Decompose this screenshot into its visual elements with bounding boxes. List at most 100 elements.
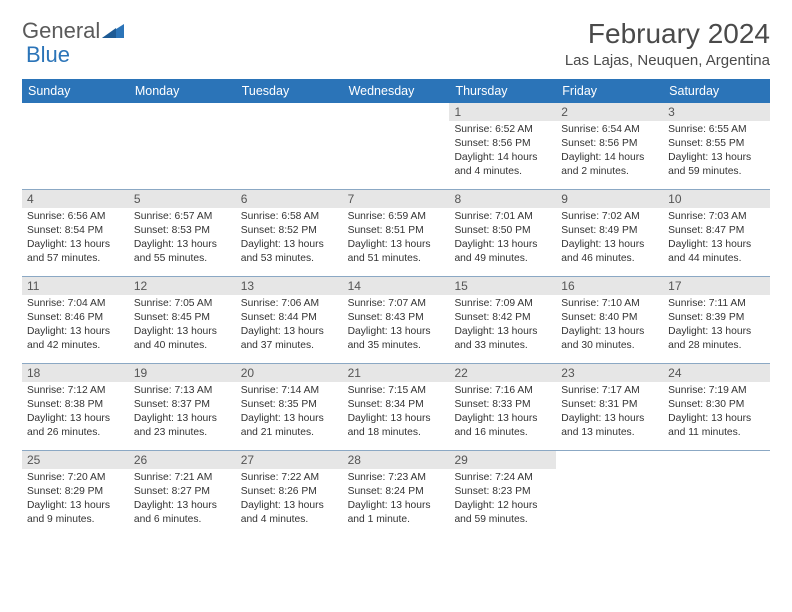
day-cell: 14Sunrise: 7:07 AMSunset: 8:43 PMDayligh… bbox=[343, 277, 450, 363]
day-number-bar: 1 bbox=[449, 103, 556, 121]
dow-cell: Friday bbox=[556, 79, 663, 103]
day-number-bar: 24 bbox=[663, 364, 770, 382]
day-number-bar: 26 bbox=[129, 451, 236, 469]
day-info: Sunrise: 6:58 AMSunset: 8:52 PMDaylight:… bbox=[241, 210, 338, 266]
day-number-bar: 25 bbox=[22, 451, 129, 469]
day-cell: 3 Sunrise: 6:55 AMSunset: 8:55 PMDaylight… bbox=[663, 103, 770, 189]
day-number: 11 bbox=[27, 279, 39, 293]
day-info: Sunrise: 6:56 AMSunset: 8:54 PMDaylight:… bbox=[27, 210, 124, 266]
day-info: Sunrise: 6:55 AMSunset: 8:55 PMDaylight:… bbox=[668, 123, 765, 179]
day-number-bar: 27 bbox=[236, 451, 343, 469]
day-number: 19 bbox=[134, 366, 147, 380]
day-number: 13 bbox=[241, 279, 254, 293]
day-cell: 25Sunrise: 7:20 AMSunset: 8:29 PMDayligh… bbox=[22, 451, 129, 537]
day-info: Sunrise: 7:23 AMSunset: 8:24 PMDaylight:… bbox=[348, 471, 445, 527]
day-number: 22 bbox=[454, 366, 467, 380]
day-number-bar: 2 bbox=[556, 103, 663, 121]
day-info: Sunrise: 7:16 AMSunset: 8:33 PMDaylight:… bbox=[454, 384, 551, 440]
day-info: Sunrise: 7:12 AMSunset: 8:38 PMDaylight:… bbox=[27, 384, 124, 440]
week-row: 18 Sunrise: 7:12 AMSunset: 8:38 PMDayligh… bbox=[22, 364, 770, 451]
day-cell: 15Sunrise: 7:09 AMSunset: 8:42 PMDayligh… bbox=[449, 277, 556, 363]
day-cell bbox=[22, 103, 129, 189]
day-info: Sunrise: 7:22 AMSunset: 8:26 PMDaylight:… bbox=[241, 471, 338, 527]
brand-triangle-icon bbox=[102, 22, 126, 40]
day-number: 9 bbox=[561, 192, 568, 206]
brand-part1: General bbox=[22, 18, 100, 44]
month-title: February 2024 bbox=[565, 18, 770, 50]
day-number-bar: 13 bbox=[236, 277, 343, 295]
day-info: Sunrise: 7:21 AMSunset: 8:27 PMDaylight:… bbox=[134, 471, 231, 527]
day-number: 28 bbox=[348, 453, 361, 467]
day-cell bbox=[556, 451, 663, 537]
day-cell bbox=[129, 103, 236, 189]
day-cell: 22 Sunrise: 7:16 AMSunset: 8:33 PMDayligh… bbox=[449, 364, 556, 450]
dow-cell: Wednesday bbox=[343, 79, 450, 103]
day-number: 21 bbox=[348, 366, 361, 380]
day-number: 14 bbox=[348, 279, 361, 293]
day-cell bbox=[663, 451, 770, 537]
day-number: 18 bbox=[27, 366, 40, 380]
day-cell: 16 Sunrise: 7:10 AMSunset: 8:40 PMDayligh… bbox=[556, 277, 663, 363]
day-number: 29 bbox=[454, 453, 467, 467]
day-cell: 13 Sunrise: 7:06 AMSunset: 8:44 PMDayligh… bbox=[236, 277, 343, 363]
dow-cell: Thursday bbox=[449, 79, 556, 103]
day-number: 16 bbox=[561, 279, 574, 293]
day-info: Sunrise: 7:06 AMSunset: 8:44 PMDaylight:… bbox=[241, 297, 338, 353]
day-cell: 11Sunrise: 7:04 AMSunset: 8:46 PMDayligh… bbox=[22, 277, 129, 363]
day-cell: 7 Sunrise: 6:59 AMSunset: 8:51 PMDaylight… bbox=[343, 190, 450, 276]
day-cell: 5Sunrise: 6:57 AMSunset: 8:53 PMDaylight… bbox=[129, 190, 236, 276]
dow-cell: Tuesday bbox=[236, 79, 343, 103]
day-cell: 1Sunrise: 6:52 AMSunset: 8:56 PMDaylight… bbox=[449, 103, 556, 189]
day-number: 3 bbox=[668, 105, 675, 119]
day-info: Sunrise: 7:15 AMSunset: 8:34 PMDaylight:… bbox=[348, 384, 445, 440]
brand-part2-wrap: Blue bbox=[26, 42, 70, 68]
day-info: Sunrise: 7:14 AMSunset: 8:35 PMDaylight:… bbox=[241, 384, 338, 440]
header: General February 2024 Las Lajas, Neuquen… bbox=[22, 18, 770, 69]
week-row: 4 Sunrise: 6:56 AMSunset: 8:54 PMDaylight… bbox=[22, 190, 770, 277]
week-row: 11Sunrise: 7:04 AMSunset: 8:46 PMDayligh… bbox=[22, 277, 770, 364]
day-number-bar: 20 bbox=[236, 364, 343, 382]
day-cell: 6Sunrise: 6:58 AMSunset: 8:52 PMDaylight… bbox=[236, 190, 343, 276]
day-number-bar: 23 bbox=[556, 364, 663, 382]
day-number-bar: 28 bbox=[343, 451, 450, 469]
day-info: Sunrise: 7:05 AMSunset: 8:45 PMDaylight:… bbox=[134, 297, 231, 353]
location-text: Las Lajas, Neuquen, Argentina bbox=[565, 52, 770, 69]
calendar: SundayMondayTuesdayWednesdayThursdayFrid… bbox=[22, 79, 770, 537]
day-number: 4 bbox=[27, 192, 34, 206]
day-number: 27 bbox=[241, 453, 254, 467]
day-info: Sunrise: 6:59 AMSunset: 8:51 PMDaylight:… bbox=[348, 210, 445, 266]
day-number: 20 bbox=[241, 366, 254, 380]
day-number-bar: 22 bbox=[449, 364, 556, 382]
day-number: 10 bbox=[668, 192, 681, 206]
dow-cell: Sunday bbox=[22, 79, 129, 103]
day-cell: 10Sunrise: 7:03 AMSunset: 8:47 PMDayligh… bbox=[663, 190, 770, 276]
day-number-bar: 5 bbox=[129, 190, 236, 208]
day-number: 15 bbox=[454, 279, 467, 293]
calendar-body: 1Sunrise: 6:52 AMSunset: 8:56 PMDaylight… bbox=[22, 103, 770, 537]
day-info: Sunrise: 7:17 AMSunset: 8:31 PMDaylight:… bbox=[561, 384, 658, 440]
day-number-bar: 8 bbox=[449, 190, 556, 208]
dow-cell: Saturday bbox=[663, 79, 770, 103]
day-cell: 23 Sunrise: 7:17 AMSunset: 8:31 PMDayligh… bbox=[556, 364, 663, 450]
day-info: Sunrise: 7:24 AMSunset: 8:23 PMDaylight:… bbox=[454, 471, 551, 527]
day-cell: 28 Sunrise: 7:23 AMSunset: 8:24 PMDayligh… bbox=[343, 451, 450, 537]
day-cell: 29 Sunrise: 7:24 AMSunset: 8:23 PMDayligh… bbox=[449, 451, 556, 537]
day-number: 2 bbox=[561, 105, 568, 119]
day-info: Sunrise: 7:10 AMSunset: 8:40 PMDaylight:… bbox=[561, 297, 658, 353]
day-cell: 4 Sunrise: 6:56 AMSunset: 8:54 PMDaylight… bbox=[22, 190, 129, 276]
day-cell: 9Sunrise: 7:02 AMSunset: 8:49 PMDaylight… bbox=[556, 190, 663, 276]
week-row: 25Sunrise: 7:20 AMSunset: 8:29 PMDayligh… bbox=[22, 451, 770, 537]
day-number-bar: 29 bbox=[449, 451, 556, 469]
day-info: Sunrise: 6:54 AMSunset: 8:56 PMDaylight:… bbox=[561, 123, 658, 179]
brand-part2: Blue bbox=[26, 42, 70, 67]
day-number-bar: 9 bbox=[556, 190, 663, 208]
day-number-bar: 10 bbox=[663, 190, 770, 208]
day-number-bar: 18 bbox=[22, 364, 129, 382]
title-block: February 2024 Las Lajas, Neuquen, Argent… bbox=[565, 18, 770, 69]
day-cell bbox=[343, 103, 450, 189]
day-number-bar: 15 bbox=[449, 277, 556, 295]
day-number: 5 bbox=[134, 192, 141, 206]
day-number-bar: 19 bbox=[129, 364, 236, 382]
day-number: 7 bbox=[348, 192, 355, 206]
day-cell: 12Sunrise: 7:05 AMSunset: 8:45 PMDayligh… bbox=[129, 277, 236, 363]
